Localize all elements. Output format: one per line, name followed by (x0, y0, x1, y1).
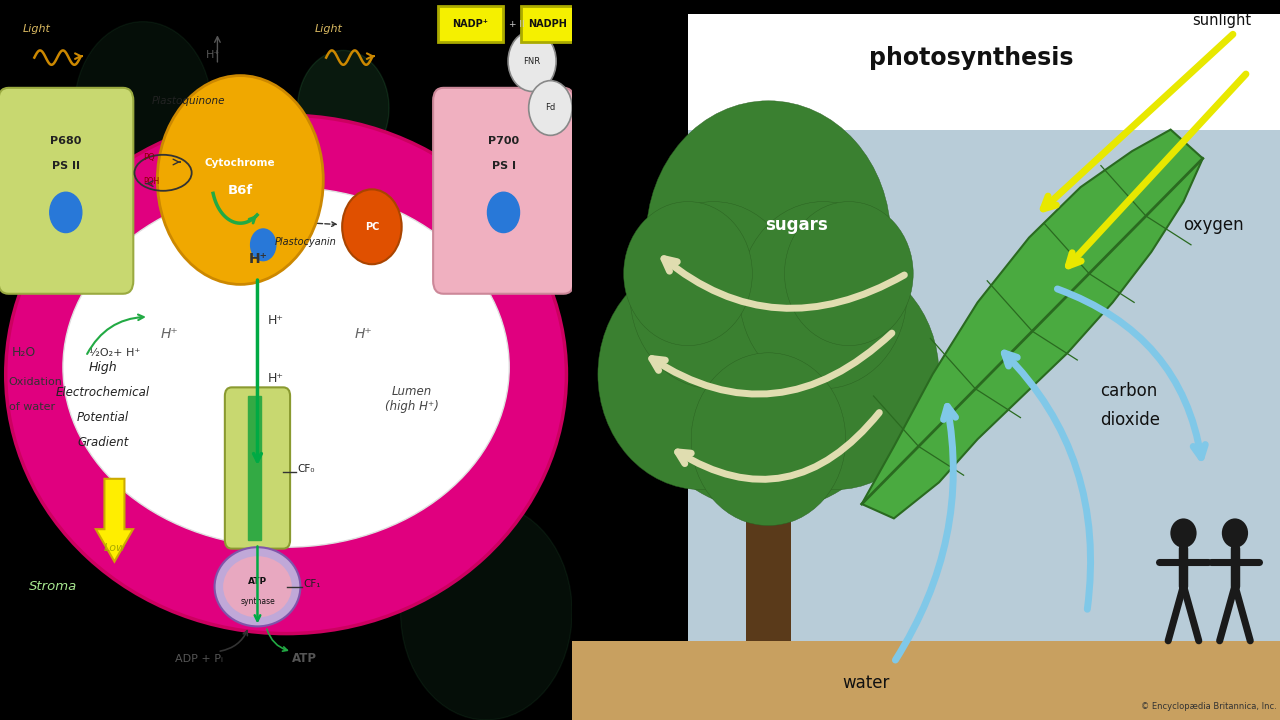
Text: H⁺: H⁺ (248, 252, 268, 266)
Bar (687, 14, 1280, 130)
Circle shape (598, 259, 804, 490)
Circle shape (508, 31, 556, 91)
Text: photosynthesis: photosynthesis (869, 45, 1074, 70)
Bar (687, 14, 1280, 641)
Text: H⁺: H⁺ (268, 314, 284, 327)
Circle shape (251, 229, 275, 261)
FancyArrowPatch shape (220, 631, 247, 651)
Text: oxygen: oxygen (1184, 217, 1244, 235)
Text: High: High (88, 361, 118, 374)
Text: © Encyclopædia Britannica, Inc.: © Encyclopædia Britannica, Inc. (1140, 702, 1276, 711)
FancyArrowPatch shape (87, 315, 143, 354)
Circle shape (630, 202, 797, 389)
Text: H₂O: H₂O (12, 346, 36, 359)
Text: B6f: B6f (228, 184, 253, 197)
Text: Lumen
(high H⁺): Lumen (high H⁺) (385, 385, 439, 413)
Text: + II: + II (509, 20, 525, 29)
Text: CF₀: CF₀ (297, 464, 315, 474)
Text: synthase: synthase (241, 597, 275, 606)
Text: NADP⁺: NADP⁺ (452, 19, 488, 30)
Circle shape (315, 180, 544, 468)
Text: Plastoquinone: Plastoquinone (151, 96, 225, 107)
FancyBboxPatch shape (0, 88, 133, 294)
Text: dioxide: dioxide (1100, 411, 1160, 429)
Circle shape (740, 202, 906, 389)
Text: ATP: ATP (248, 577, 268, 586)
Circle shape (646, 101, 891, 374)
FancyBboxPatch shape (433, 88, 573, 294)
Text: Electrochemical: Electrochemical (56, 386, 150, 399)
Ellipse shape (223, 556, 292, 617)
Text: carbon: carbon (1100, 382, 1157, 400)
Text: Fd: Fd (545, 104, 556, 112)
Text: water: water (842, 674, 890, 692)
Text: PC: PC (365, 222, 379, 232)
Text: H⁺: H⁺ (206, 50, 220, 60)
Circle shape (1170, 518, 1197, 548)
Text: Potential: Potential (77, 411, 129, 424)
Text: FNR: FNR (524, 57, 540, 66)
Text: ½O₂+ H⁺: ½O₂+ H⁺ (88, 348, 140, 359)
Circle shape (50, 192, 82, 233)
Text: CF₁: CF₁ (303, 579, 321, 589)
Text: NADPH: NADPH (529, 19, 567, 30)
Ellipse shape (5, 115, 567, 634)
Text: H⁺: H⁺ (355, 328, 372, 341)
Text: H⁺: H⁺ (268, 372, 284, 384)
FancyBboxPatch shape (438, 6, 503, 42)
Text: Low: Low (104, 543, 125, 553)
Text: PQ: PQ (143, 153, 155, 162)
Bar (248, 396, 261, 540)
Ellipse shape (63, 187, 509, 547)
Text: Gradient: Gradient (77, 436, 129, 449)
Text: sugars: sugars (765, 217, 828, 235)
Circle shape (691, 353, 846, 526)
Text: Stroma: Stroma (28, 580, 77, 593)
Circle shape (621, 180, 916, 511)
Text: PS II: PS II (51, 161, 79, 171)
Text: Oxidation: Oxidation (9, 377, 63, 387)
Text: P700: P700 (488, 136, 520, 146)
FancyBboxPatch shape (521, 6, 575, 42)
Circle shape (785, 202, 913, 346)
Circle shape (1222, 518, 1248, 548)
Text: P680: P680 (50, 136, 82, 146)
FancyArrow shape (96, 479, 133, 562)
Text: PQH: PQH (143, 177, 159, 186)
FancyArrowPatch shape (317, 222, 337, 226)
Circle shape (342, 189, 402, 264)
Circle shape (529, 81, 572, 135)
Text: of water: of water (9, 402, 55, 413)
Text: PS I: PS I (492, 161, 516, 171)
Bar (746, 482, 791, 641)
Text: Plastocyanin: Plastocyanin (275, 237, 337, 247)
Circle shape (297, 50, 389, 166)
Text: sunlight: sunlight (1192, 13, 1251, 28)
Text: Light: Light (315, 24, 343, 35)
Circle shape (401, 504, 572, 720)
Text: H⁺: H⁺ (160, 328, 178, 341)
Text: Cytochrome: Cytochrome (205, 158, 275, 168)
Circle shape (488, 192, 520, 233)
Text: ATP: ATP (292, 652, 317, 665)
FancyBboxPatch shape (225, 387, 291, 549)
Ellipse shape (215, 547, 301, 626)
Circle shape (74, 22, 211, 194)
Text: Light: Light (23, 24, 51, 35)
Polygon shape (861, 130, 1203, 518)
Circle shape (623, 202, 753, 346)
Circle shape (157, 76, 324, 284)
Circle shape (733, 259, 940, 490)
Text: ADP + Pᵢ: ADP + Pᵢ (174, 654, 223, 665)
FancyArrowPatch shape (266, 629, 287, 651)
Bar (572, 641, 1280, 720)
